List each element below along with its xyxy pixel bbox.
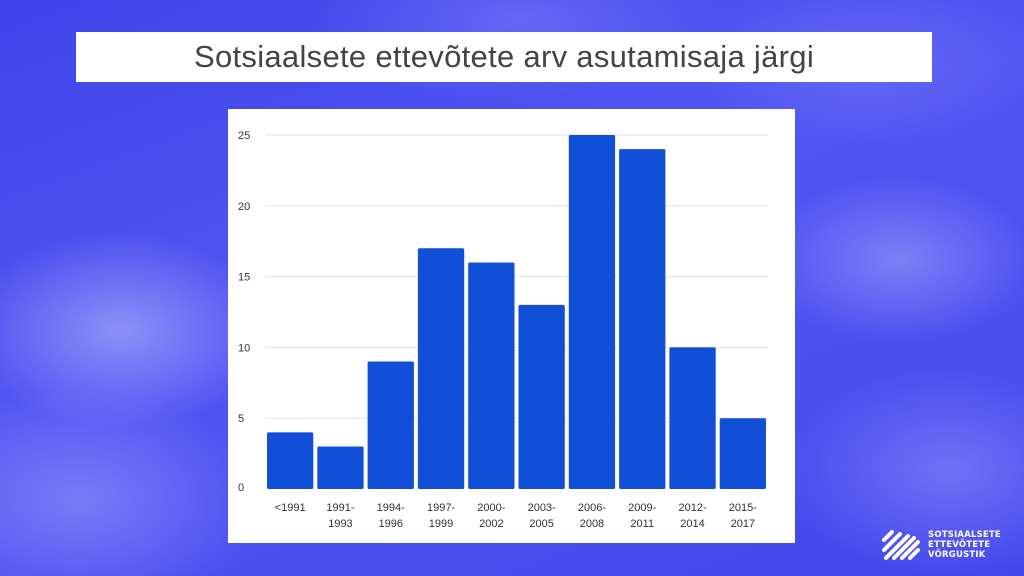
logo-line-3: VÕRGUSTIK [928, 550, 986, 560]
x-tick-label: 1993 [328, 518, 352, 530]
x-tick-label: 2009- [628, 502, 656, 514]
bar-8 [669, 347, 716, 489]
bar-2 [367, 361, 414, 489]
bar-5 [518, 304, 565, 489]
y-tick-label: 25 [238, 130, 250, 142]
x-tick-label: 2012- [678, 502, 706, 514]
bar-chart: 0 5 10 15 20 25 <1991 1991- 1993 1994- 1996 1997- 19… [238, 130, 768, 530]
bar-1 [317, 446, 364, 489]
bar-0 [267, 432, 314, 489]
x-tick-label: <1991 [275, 502, 306, 514]
y-tick-label: 0 [238, 482, 244, 494]
x-tick-label: 2011 [630, 518, 654, 530]
x-tick-label: 1997- [427, 502, 455, 514]
logo-line-2: ETTEVÕTETE [928, 540, 991, 550]
x-tick-label: 2006- [578, 502, 606, 514]
x-tick-label: 2003- [528, 502, 556, 514]
organization-logo: SOTSIAALSETE ETTEVÕTETE VÕRGUSTIK [880, 526, 1010, 566]
x-tick-label: 2002 [479, 518, 503, 530]
x-tick-label: 1999 [429, 518, 453, 530]
bar-3 [417, 248, 465, 489]
x-tick-label: 2005 [529, 518, 553, 530]
chart-title: Sotsiaalsete ettevõtete arv asutamisaja … [193, 39, 815, 74]
bar-7 [619, 149, 666, 489]
logo-mark-icon [882, 530, 920, 560]
x-tick-label: 1994- [377, 502, 405, 514]
x-tick-label: 2014 [680, 518, 704, 530]
x-tick-label: 2015- [729, 502, 757, 514]
y-tick-label: 10 [238, 342, 250, 354]
logo-text: SOTSIAALSETE ETTEVÕTETE VÕRGUSTIK [928, 530, 1001, 560]
title-banner: Sotsiaalsete ettevõtete arv asutamisaja … [76, 32, 932, 82]
x-tick-label: 1996 [379, 518, 403, 530]
chart-panel: 0 5 10 15 20 25 <1991 1991- 1993 1994- 1996 1997- 19… [228, 109, 795, 543]
x-tick-label: 2017 [731, 518, 755, 530]
bar-6 [568, 135, 616, 489]
logo-line-1: SOTSIAALSETE [928, 530, 1001, 540]
y-tick-label: 5 [238, 413, 244, 425]
bar-9 [719, 418, 766, 489]
x-tick-label: 2008 [580, 518, 604, 530]
x-tick-label: 2000- [477, 502, 505, 514]
y-tick-label: 15 [238, 272, 250, 284]
bar-4 [468, 262, 515, 489]
x-tick-label: 1991- [326, 502, 354, 514]
y-tick-label: 20 [238, 201, 250, 213]
